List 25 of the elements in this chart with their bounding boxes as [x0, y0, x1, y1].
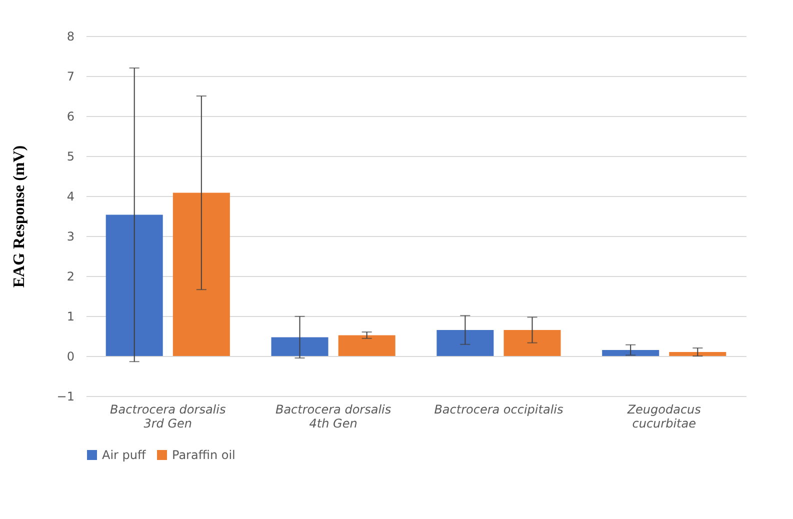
bar [436, 330, 494, 356]
bar [504, 330, 561, 356]
x-tick-label: Bactrocera occipitalis [434, 402, 564, 416]
legend-label: Air puff [102, 448, 147, 462]
y-tick-label: 3 [66, 230, 74, 244]
y-tick-label: 6 [66, 110, 74, 124]
bar [669, 352, 726, 356]
y-tick-label: 5 [66, 150, 74, 164]
y-tick-label: 1 [66, 310, 74, 324]
y-tick-label: 2 [66, 270, 74, 284]
y-tick-label: 8 [66, 30, 74, 44]
x-tick-label: Bactrocera dorsalis 4th Gen [275, 402, 392, 430]
legend-label: Paraffin oil [172, 448, 236, 462]
x-tick-label: Zeugodacus cucurbitae [626, 402, 701, 430]
y-tick-label: 0 [66, 350, 74, 364]
bar [106, 214, 163, 356]
bar [271, 337, 328, 356]
y-tick-label: −1 [56, 390, 74, 404]
bar [172, 192, 230, 356]
bar [602, 350, 660, 356]
y-tick-label: 4 [66, 190, 74, 204]
bar [338, 335, 396, 356]
y-tick-label: 7 [66, 70, 74, 84]
x-tick-label: Bactrocera dorsalis 3rd Gen [110, 402, 226, 430]
y-axis-title: EAG Response (mV) [10, 145, 28, 288]
